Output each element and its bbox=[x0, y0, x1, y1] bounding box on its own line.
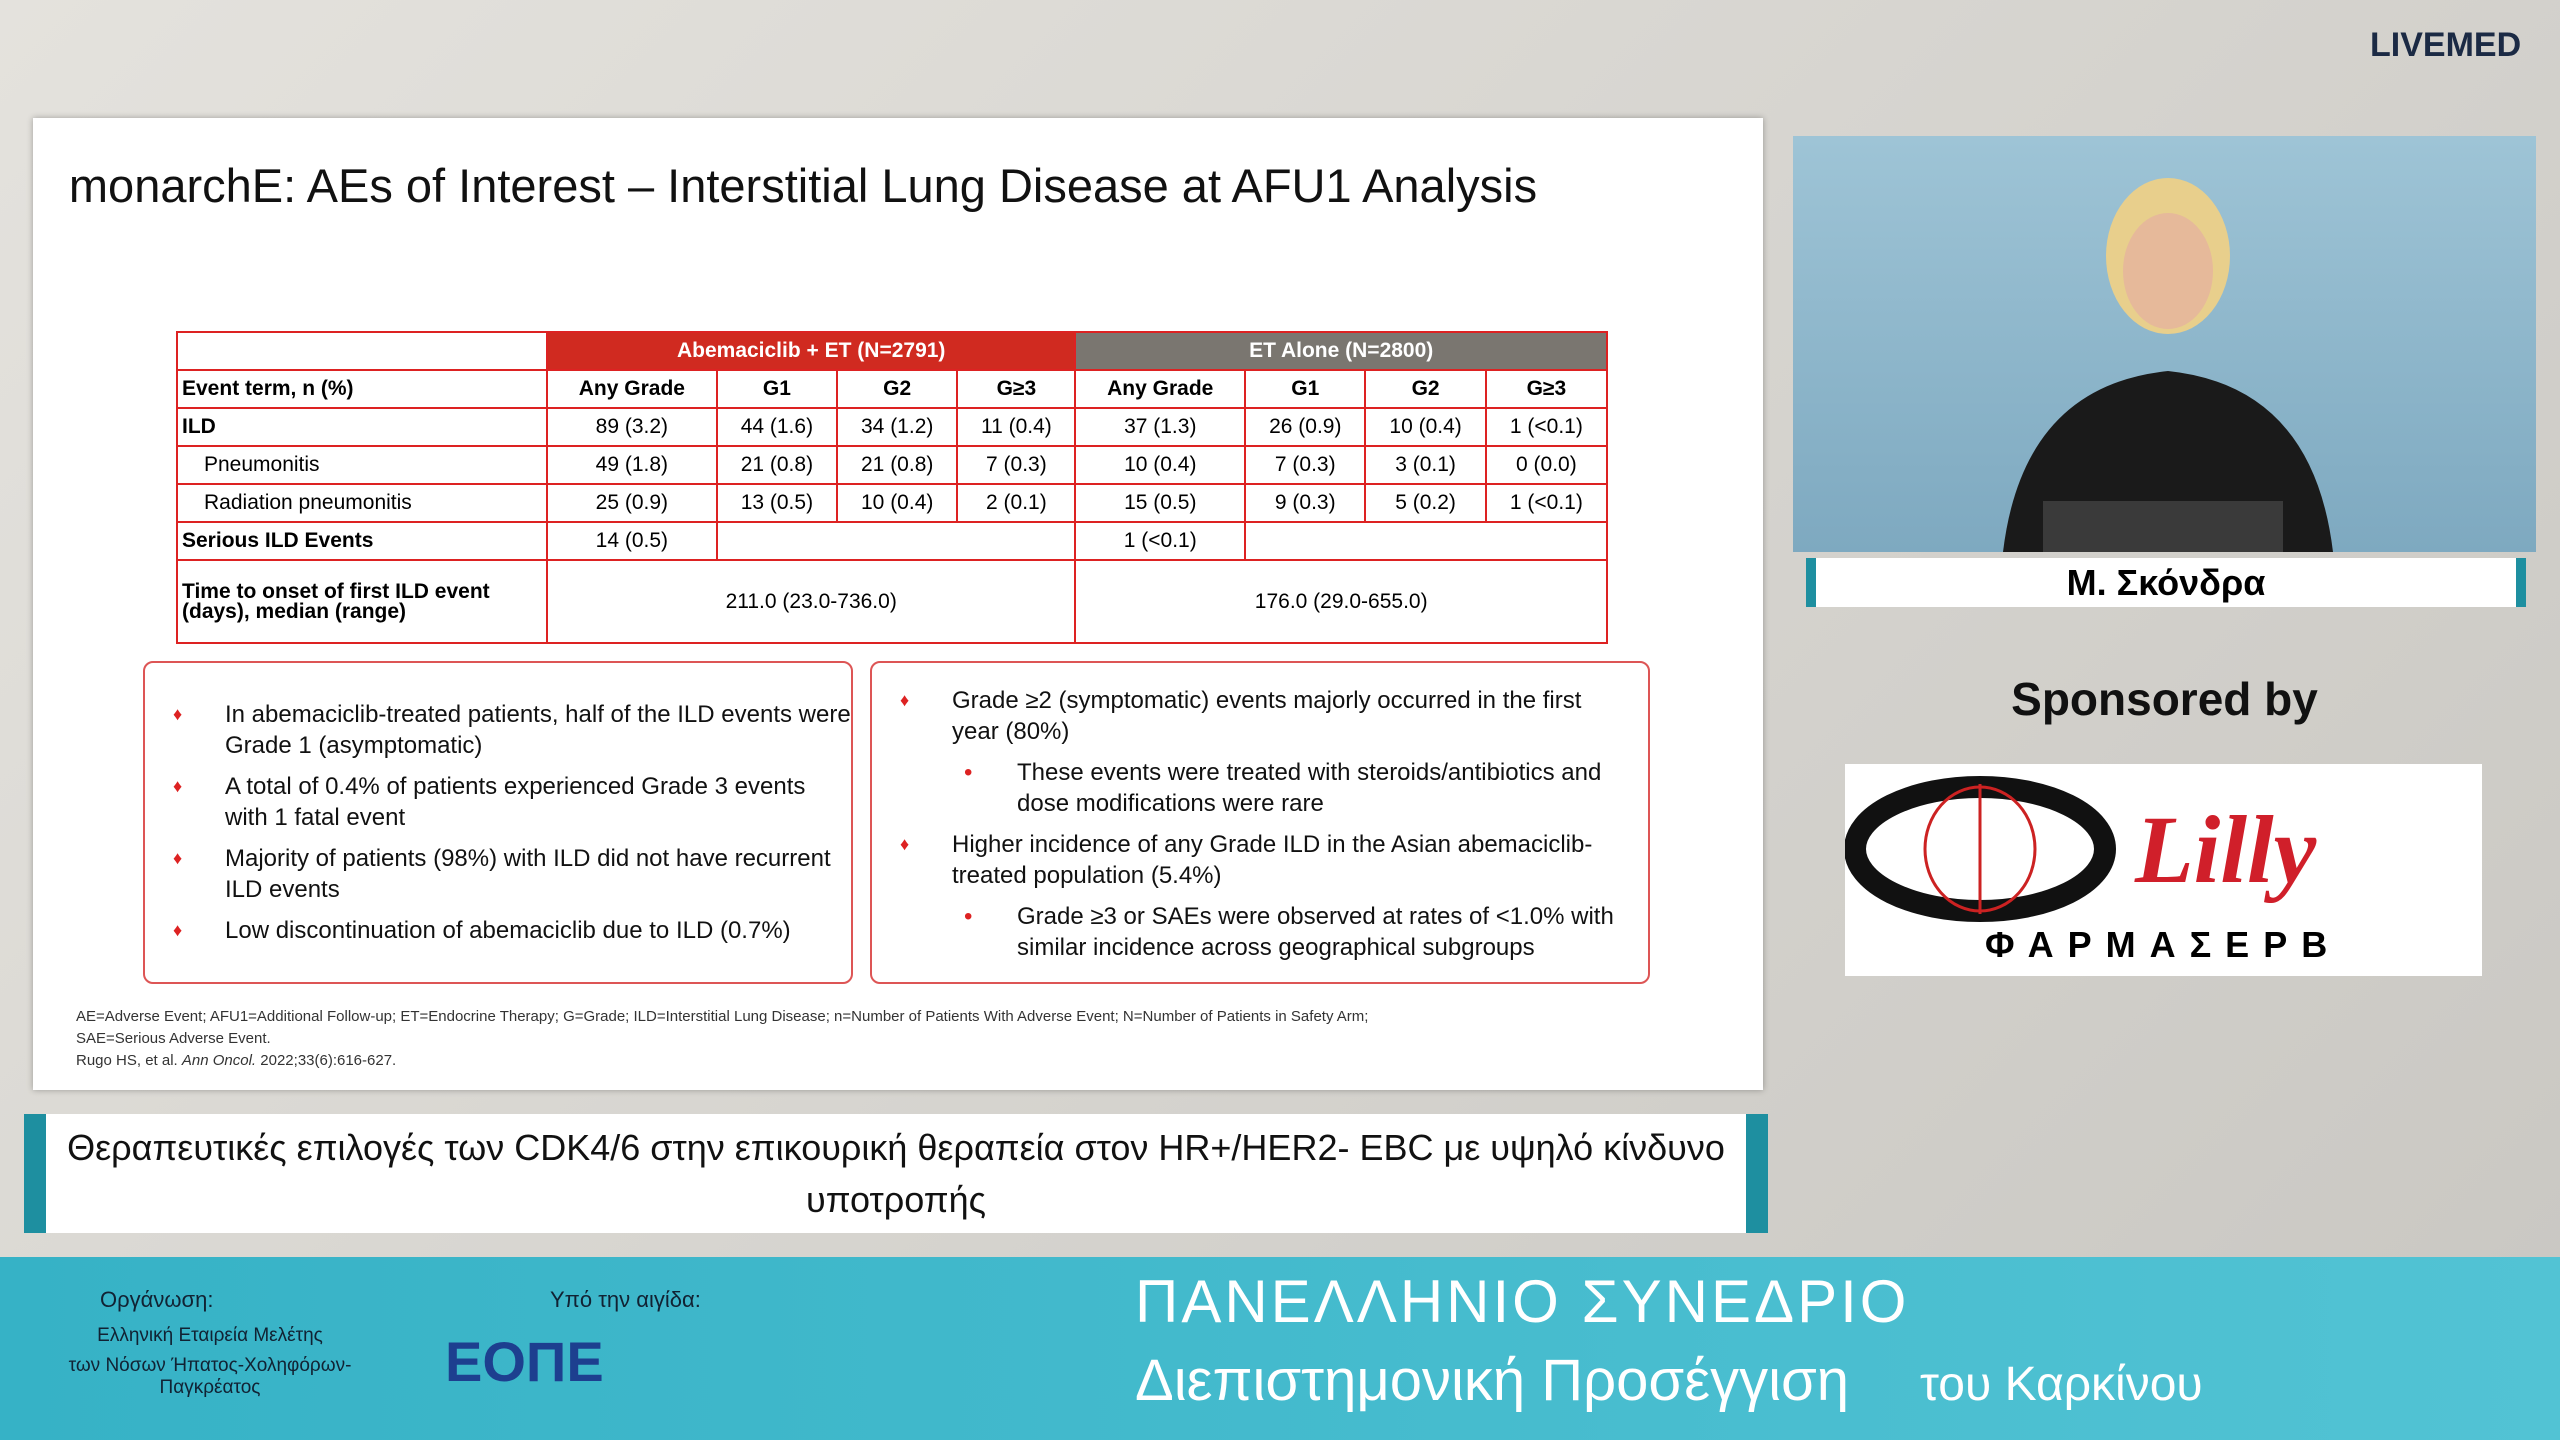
logo-mark bbox=[1845, 776, 2116, 922]
footer: Οργάνωση: Ελληνική Εταιρεία Μελέτης των … bbox=[0, 1257, 2560, 1440]
empty-cell bbox=[1244, 521, 1608, 561]
bullet: In abemaciclib-treated patients, half of… bbox=[145, 699, 851, 761]
table-cell: 0 (0.0) bbox=[1484, 445, 1609, 485]
group-header: Abemaciclib + ET (N=2791) bbox=[545, 331, 1077, 371]
brand: LIVEMED bbox=[2370, 26, 2522, 64]
bullet: Low discontinuation of abemaciclib due t… bbox=[145, 915, 851, 946]
ref-journal: Ann Oncol. bbox=[181, 1052, 257, 1069]
bullet: Majority of patients (98%) with ILD did … bbox=[145, 843, 851, 905]
speaker-video bbox=[1793, 136, 2536, 552]
row-label: Radiation pneumonitis bbox=[176, 483, 548, 523]
table-cell: 21 (0.8) bbox=[715, 445, 839, 485]
table-cell: 10 (0.4) bbox=[836, 483, 959, 523]
auspices-logo: ΕΟΠΕ bbox=[445, 1330, 604, 1393]
table-cell: 10 (0.4) bbox=[1364, 407, 1487, 447]
speaker-figure bbox=[2003, 178, 2333, 552]
table-row: Time to onset of first ILD event (days),… bbox=[176, 559, 1608, 644]
sub-bullet: These events were treated with steroids/… bbox=[872, 757, 1628, 819]
auspices-label: Υπό την αιγίδα: bbox=[550, 1287, 701, 1312]
row-label: Serious ILD Events bbox=[176, 521, 548, 561]
column-header: G2 bbox=[836, 369, 959, 409]
footnote: SAE=Serious Adverse Event. bbox=[76, 1030, 271, 1047]
table-cell: 21 (0.8) bbox=[836, 445, 959, 485]
table-cell: 11 (0.4) bbox=[956, 407, 1077, 447]
ref-authors: Rugo HS, et al. bbox=[76, 1052, 178, 1069]
bullet: Grade ≥2 (symptomatic) events majorly oc… bbox=[872, 685, 1628, 747]
table-cell: 10 (0.4) bbox=[1074, 445, 1247, 485]
table-cell: 9 (0.3) bbox=[1244, 483, 1367, 523]
slide-title: monarchE: AEs of Interest – Interstitial… bbox=[68, 159, 1538, 212]
column-header: Any Grade bbox=[1074, 369, 1247, 409]
table-cell: 15 (0.5) bbox=[1074, 483, 1247, 523]
left-box: In abemaciclib-treated patients, half of… bbox=[143, 661, 853, 984]
table-cell: 14 (0.5) bbox=[546, 521, 718, 561]
table-cell: 44 (1.6) bbox=[715, 407, 839, 447]
farmaserv-text: ΦΑΡΜΑΣΕΡΒ bbox=[1985, 924, 2342, 965]
organizer: των Νόσων Ήπατος-Χοληφόρων-Παγκρέατος bbox=[68, 1355, 352, 1398]
ref-citation: 2022;33(6):616-627. bbox=[260, 1052, 397, 1069]
table-row: ILD 89 (3.2) 44 (1.6) 34 (1.2) 11 (0.4) 37 (1… bbox=[176, 407, 1609, 447]
column-header: G≥3 bbox=[1484, 369, 1609, 409]
ild-table: Abemaciclib + ET (N=2791) ET Alone (N=280… bbox=[176, 331, 1609, 644]
event-subtitle: του Καρκίνου bbox=[1920, 1358, 2203, 1411]
group-header: ET Alone (N=2800) bbox=[1074, 331, 1608, 371]
table-cell: 1 (<0.1) bbox=[1484, 483, 1609, 523]
table-cell: 176.0 (29.0-655.0) bbox=[1074, 559, 1608, 644]
table-cell: 89 (3.2) bbox=[546, 407, 718, 447]
table-cell: 2 (0.1) bbox=[956, 483, 1077, 523]
table-cell: 1 (<0.1) bbox=[1484, 407, 1609, 447]
table-row: Pneumonitis 49 (1.8) 21 (0.8) 21 (0.8) 7 (0.… bbox=[176, 445, 1609, 485]
table-cell: 7 (0.3) bbox=[1244, 445, 1367, 485]
slide: monarchE: AEs of Interest – Interstitial… bbox=[33, 118, 1763, 1090]
right-box: Grade ≥2 (symptomatic) events majorly oc… bbox=[870, 661, 1650, 984]
table-cell: 3 (0.1) bbox=[1364, 445, 1487, 485]
row-label: Time to onset of first ILD event (days),… bbox=[176, 559, 548, 644]
column-header: G2 bbox=[1364, 369, 1487, 409]
table-row: Radiation pneumonitis 25 (0.9) 13 (0.5) 10 … bbox=[176, 483, 1609, 523]
column-header: G1 bbox=[715, 369, 839, 409]
organizer-label: Οργάνωση: bbox=[100, 1287, 214, 1312]
table-cell: 34 (1.2) bbox=[836, 407, 959, 447]
table-cell: 1 (<0.1) bbox=[1074, 521, 1247, 561]
column-header: G≥3 bbox=[956, 369, 1077, 409]
reference: Rugo HS, et al. Ann Oncol. 2022;33(6):61… bbox=[76, 1052, 396, 1069]
group-row: Abemaciclib + ET (N=2791) ET Alone (N=280… bbox=[176, 331, 1608, 371]
table-cell: 37 (1.3) bbox=[1074, 407, 1247, 447]
blank-cell bbox=[176, 331, 548, 371]
row-label: Pneumonitis bbox=[176, 445, 548, 485]
column-header: Event term, n (%) bbox=[176, 369, 548, 409]
sub-bullet: Grade ≥3 or SAEs were observed at rates … bbox=[872, 901, 1628, 963]
event-subtitle: Διεπιστημονική Προσέγγιση bbox=[1135, 1348, 1850, 1413]
bullet: A total of 0.4% of patients experienced … bbox=[145, 771, 851, 833]
organizer: Ελληνική Εταιρεία Μελέτης bbox=[97, 1325, 323, 1346]
empty-cell bbox=[715, 521, 1077, 561]
table-cell: 13 (0.5) bbox=[715, 483, 839, 523]
sponsor-logo: Lilly ΦΑΡΜΑΣΕΡΒ bbox=[1845, 764, 2482, 976]
sponsor-label: Sponsored by bbox=[2011, 673, 2318, 725]
table-cell: 49 (1.8) bbox=[546, 445, 718, 485]
table-cell: 5 (0.2) bbox=[1364, 483, 1487, 523]
column-header: G1 bbox=[1244, 369, 1367, 409]
column-row: Event term, n (%) Any Grade G1 G2 G≥3 Any Gra… bbox=[176, 369, 1609, 409]
session-caption: Θεραπευτικές επιλογές των CDK4/6 στην επ… bbox=[24, 1114, 1768, 1233]
table-cell: 7 (0.3) bbox=[956, 445, 1077, 485]
table-cell: 25 (0.9) bbox=[546, 483, 718, 523]
table-row: Serious ILD Events 14 (0.5) 1 (<0.1) bbox=[176, 521, 1608, 561]
table-cell: 26 (0.9) bbox=[1244, 407, 1367, 447]
column-header: Any Grade bbox=[546, 369, 718, 409]
event-title: ΠΑΝΕΛΛΗΝΙΟ ΣΥΝΕΔΡΙΟ bbox=[1135, 1268, 1910, 1335]
footnote: AE=Adverse Event; AFU1=Additional Follow… bbox=[76, 1008, 1369, 1025]
bullet: Higher incidence of any Grade ILD in the… bbox=[872, 829, 1628, 891]
lilly-text: Lilly bbox=[2135, 796, 2317, 903]
table-cell: 211.0 (23.0-736.0) bbox=[545, 559, 1077, 644]
speaker-name: Μ. Σκόνδρα bbox=[1806, 558, 2526, 607]
row-label: ILD bbox=[176, 407, 548, 447]
